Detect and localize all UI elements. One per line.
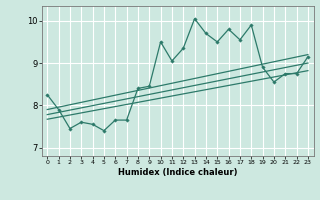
X-axis label: Humidex (Indice chaleur): Humidex (Indice chaleur): [118, 168, 237, 177]
